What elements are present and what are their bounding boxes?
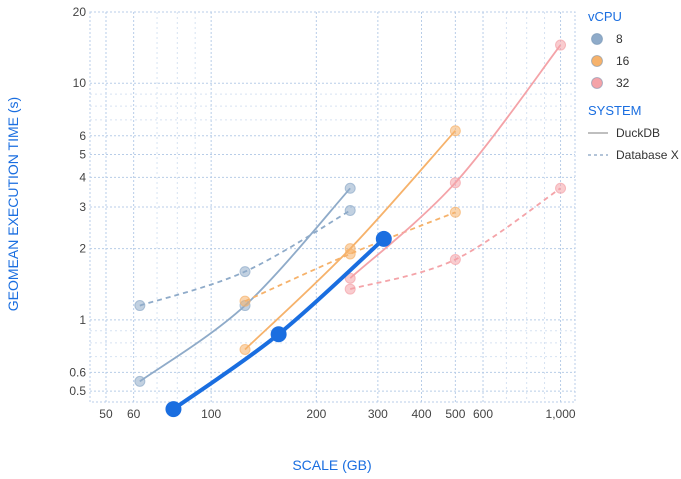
data-point[interactable]	[555, 39, 567, 51]
legend-marker	[591, 77, 603, 89]
x-tick-label: 50	[99, 407, 113, 421]
data-point[interactable]	[449, 254, 461, 266]
series-line	[244, 130, 457, 351]
y-axis-title: GEOMEAN EXECUTION TIME (s)	[5, 97, 21, 311]
series-32-database-x[interactable]	[344, 182, 567, 295]
y-tick-label: 2	[79, 242, 86, 256]
legend-item-32[interactable]: 32	[591, 76, 630, 90]
x-tick-label: 60	[127, 407, 141, 421]
highlight-point[interactable]	[270, 326, 287, 343]
data-point[interactable]	[239, 266, 251, 278]
legend-item-database-x[interactable]: Database X	[588, 148, 679, 162]
legend-item-duckdb[interactable]: DuckDB	[588, 126, 660, 140]
x-tick-label: 500	[445, 407, 465, 421]
x-tick-label: 200	[306, 407, 326, 421]
y-tick-label: 5	[79, 147, 86, 161]
legend-marker	[591, 55, 603, 67]
data-point[interactable]	[134, 300, 146, 312]
data-point[interactable]	[449, 206, 461, 218]
x-tick-label: 100	[201, 407, 221, 421]
legend-item-8[interactable]: 8	[591, 32, 624, 46]
data-point[interactable]	[344, 283, 356, 295]
data-point[interactable]	[344, 248, 356, 260]
y-tick-label: 0.6	[69, 365, 86, 379]
data-point[interactable]	[555, 182, 567, 194]
y-tick-label: 1	[79, 313, 86, 327]
series-8-duckdb[interactable]	[134, 182, 356, 387]
highlight-line	[172, 237, 386, 411]
legend-label: 16	[616, 54, 630, 68]
data-point[interactable]	[344, 204, 356, 216]
legend-marker	[591, 33, 603, 45]
y-tick-label: 6	[79, 129, 86, 143]
highlight-point[interactable]	[165, 401, 182, 418]
series-32-duckdb[interactable]	[344, 39, 567, 284]
legend-label: DuckDB	[616, 126, 660, 140]
data-point[interactable]	[134, 375, 146, 387]
legend-item-16[interactable]: 16	[591, 54, 630, 68]
y-tick-label: 10	[73, 76, 87, 90]
plot-border	[89, 11, 576, 403]
y-tick-label: 20	[73, 5, 87, 19]
highlight-series	[165, 230, 392, 418]
x-tick-label: 600	[473, 407, 493, 421]
y-tick-label: 4	[79, 170, 86, 184]
x-tick-label: 1,000	[546, 407, 576, 421]
data-point[interactable]	[239, 295, 251, 307]
legend-label: 8	[616, 32, 623, 46]
legend-title: vCPU	[588, 9, 622, 24]
data-point[interactable]	[449, 125, 461, 137]
legend-label: 32	[616, 76, 630, 90]
legend[interactable]: vCPU 8 16 32 SYSTEM DuckDB Database X	[588, 9, 679, 162]
data-point[interactable]	[344, 272, 356, 284]
legend-label: Database X	[616, 148, 679, 162]
grid	[90, 11, 575, 402]
y-tick-label: 3	[79, 200, 86, 214]
x-tick-label: 300	[368, 407, 388, 421]
highlight-point[interactable]	[375, 230, 392, 247]
data-point[interactable]	[449, 177, 461, 189]
x-axis-title: SCALE (GB)	[292, 457, 371, 473]
y-axis-ticks: 0.5 0.6 1 2 3 4 5 6 10 20	[69, 5, 86, 398]
series-16-database-x[interactable]	[239, 206, 461, 307]
x-tick-label: 400	[411, 407, 431, 421]
data-point[interactable]	[344, 182, 356, 194]
legend-title: SYSTEM	[588, 103, 641, 118]
data-point[interactable]	[239, 343, 251, 355]
series-layer	[134, 39, 567, 387]
plot-area	[89, 11, 576, 403]
y-tick-label: 0.5	[69, 384, 86, 398]
series-line	[244, 211, 456, 303]
x-axis-ticks: 50 60 100 200 300 400 500 600 1,000	[99, 407, 576, 421]
series-8-database-x[interactable]	[134, 204, 356, 312]
